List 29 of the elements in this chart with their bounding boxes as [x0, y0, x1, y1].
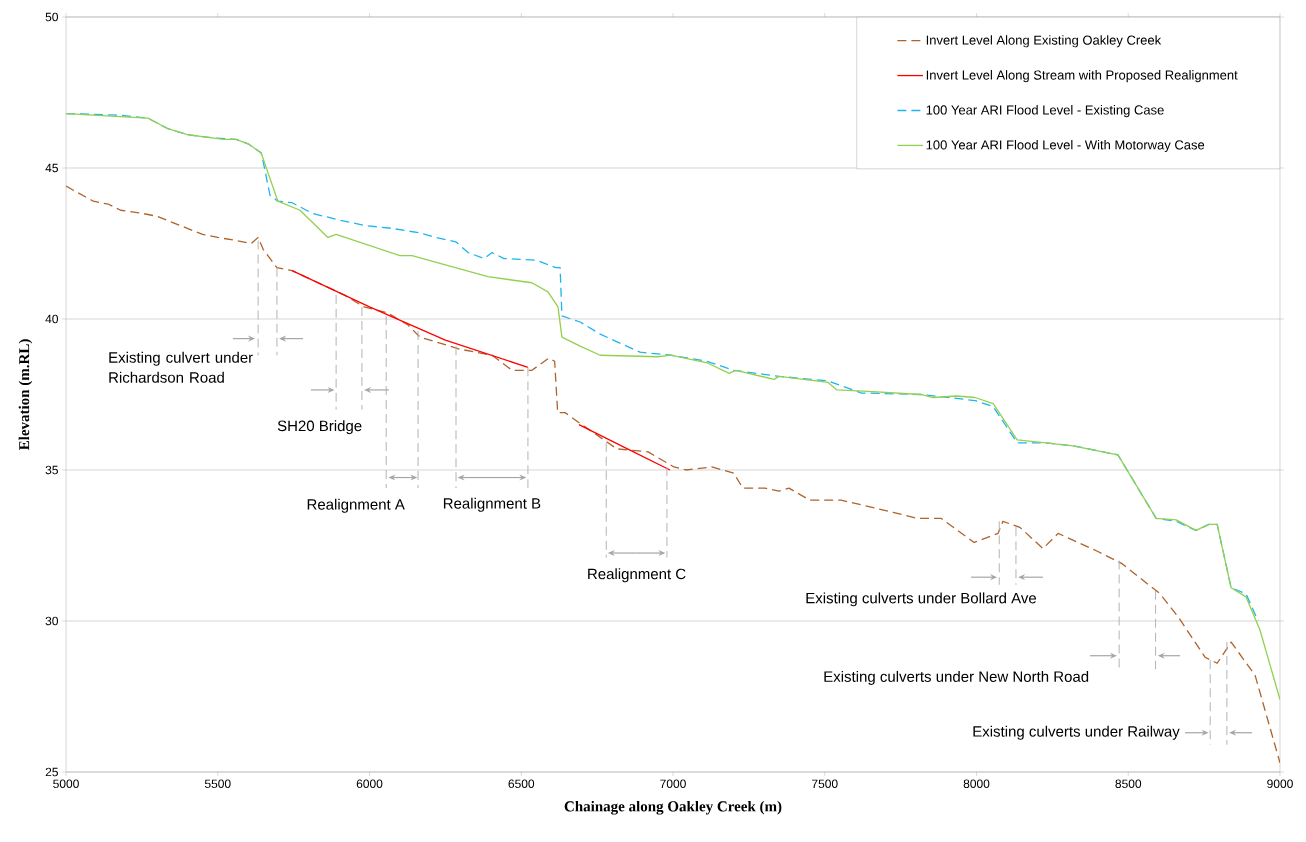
y-tick-label: 45	[45, 163, 58, 173]
y-tick-label: 40	[45, 314, 59, 324]
x-tick-label: 5500	[204, 779, 231, 789]
x-tick-label: 7500	[812, 779, 838, 789]
annotation: Realignment B	[443, 497, 541, 512]
annotation: Existing culverts under Railway	[973, 725, 1180, 740]
y-tick-label: 35	[45, 465, 58, 475]
x-tick-label: 8500	[1115, 779, 1142, 789]
y-tick-label: 25	[45, 767, 58, 777]
annotation: Existing culverts under New North Road	[824, 670, 1089, 685]
legend-label: 100 Year ARI Flood Level - With Motorway Case	[926, 139, 1205, 153]
x-tick-label: 6500	[508, 779, 535, 789]
legend-label: 100 Year ARI Flood Level - Existing Case	[926, 105, 1164, 118]
annotation: SH20 Bridge	[277, 420, 362, 435]
x-tick-label: 6000	[356, 779, 383, 789]
x-tick-label: 8000	[963, 779, 990, 789]
annotation: Existing culvert under Richardson Road	[109, 351, 253, 383]
y-tick-label: 50	[45, 12, 59, 22]
legend-label: Invert Level Along Existing Oakley Creek	[926, 35, 1162, 48]
annotation: Realignment A	[307, 498, 405, 513]
legend-label: Invert Level Along Stream with Proposed Realignment	[926, 70, 1238, 83]
annotation: Realignment C	[588, 568, 686, 583]
annotation: Existing culverts under Bollard Ave	[806, 592, 1037, 607]
x-tick-label: 7000	[660, 779, 686, 789]
x-tick-label: 9000	[1267, 779, 1293, 789]
y-tick-label: 30	[45, 616, 59, 626]
x-axis-title: Chainage along Oakley Creek (m)	[564, 800, 782, 815]
y-axis-title: Elevation (m.RL)	[18, 339, 33, 451]
x-tick-label: 5000	[53, 779, 79, 789]
